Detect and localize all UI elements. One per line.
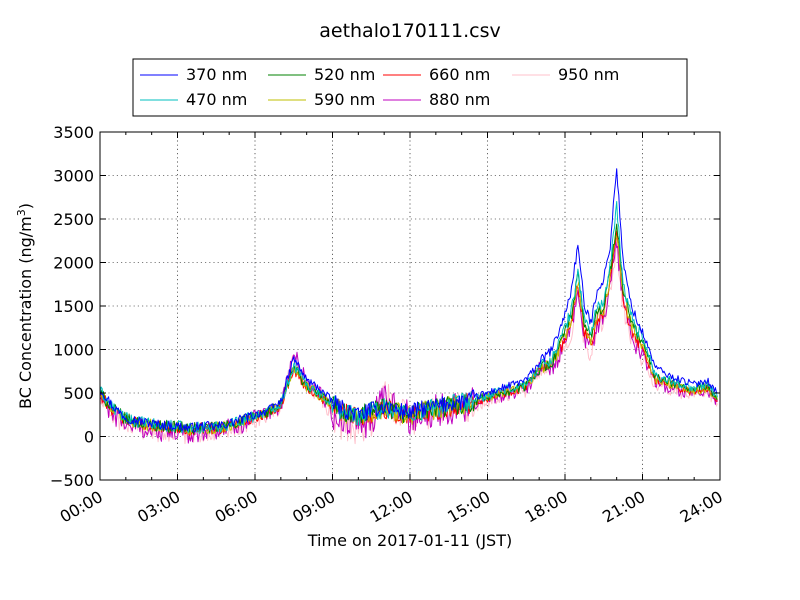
y-axis-title-sup: 3 [15, 209, 28, 216]
legend-label-470-nm: 470 nm [186, 90, 247, 109]
series-line-370-nm [100, 168, 718, 433]
y-tick-label: 2500 [53, 210, 94, 229]
x-axis-title: Time on 2017-01-11 (JST) [307, 531, 512, 550]
legend-label-520-nm: 520 nm [314, 65, 375, 84]
y-tick-label: 1500 [53, 297, 94, 316]
series-line-880-nm [100, 239, 718, 444]
y-tick-label: 3000 [53, 167, 94, 186]
legend-label-370-nm: 370 nm [186, 65, 247, 84]
y-axis-title-main: BC Concentration (ng/m [16, 216, 35, 409]
series-group [100, 168, 718, 445]
legend-label-880-nm: 880 nm [429, 90, 490, 109]
y-tick-label: 1000 [53, 341, 94, 360]
legend: 370 nm 470 nm 520 nm 590 nm 660 nm 880 nm 950 … [132, 58, 688, 117]
y-tick-label: 3500 [53, 123, 94, 142]
y-tick-label: 2000 [53, 254, 94, 273]
y-tick-label: 500 [63, 384, 94, 403]
plot-area [100, 132, 720, 480]
legend-label-950-nm: 950 nm [558, 65, 619, 84]
y-tick-label: 0 [84, 428, 94, 447]
y-tick-label: −500 [50, 471, 94, 490]
y-axis-title: BC Concentration (ng/m3) [15, 203, 36, 409]
chart-title: aethalo170111.csv [319, 20, 501, 42]
legend-box [132, 58, 688, 117]
legend-label-660-nm: 660 nm [429, 65, 490, 84]
y-axis-title-close: ) [16, 203, 35, 209]
legend-label-590-nm: 590 nm [314, 90, 375, 109]
